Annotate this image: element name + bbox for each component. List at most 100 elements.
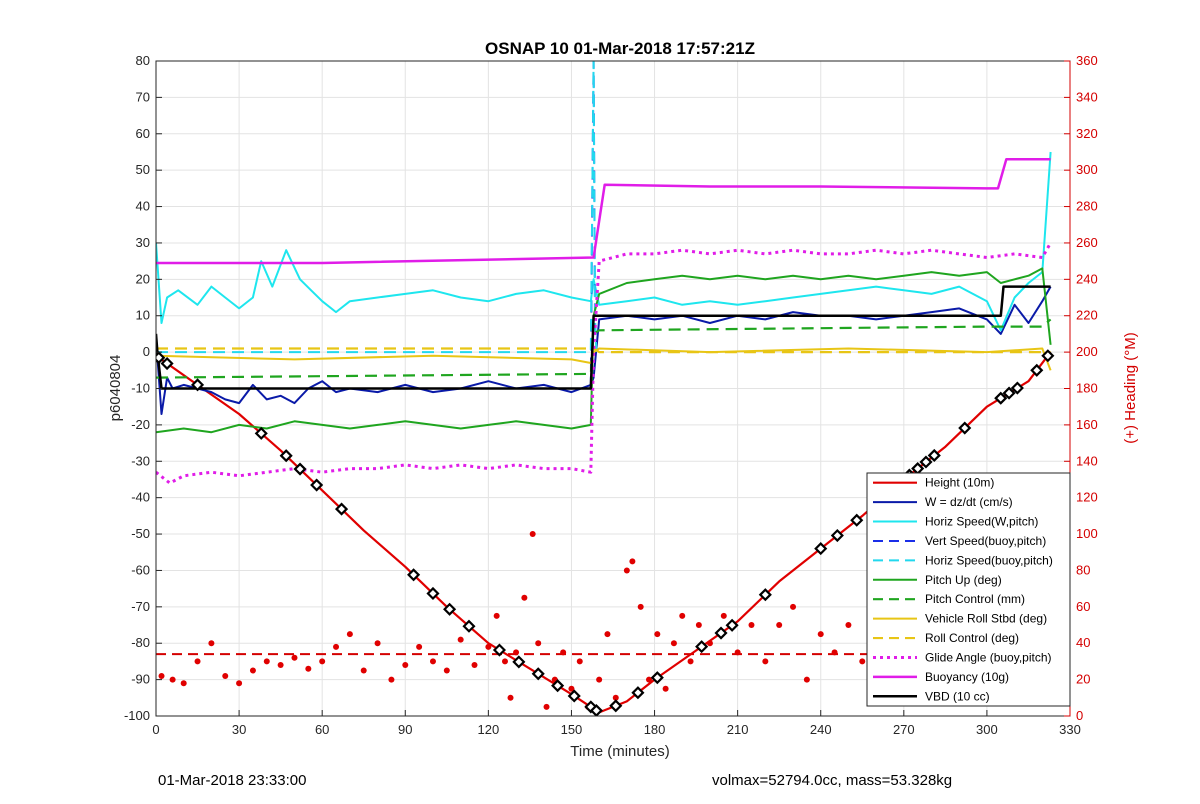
y-tick-label: -20 [131,417,150,432]
y-right-tick-label: 40 [1076,635,1090,650]
legend-label: Roll Control (deg) [925,631,1019,645]
heading-point [762,658,769,665]
heading-point [543,703,550,710]
heading-point [291,654,298,661]
y-right-tick-label: 140 [1076,453,1098,468]
x-tick-label: 210 [727,722,749,737]
y-tick-label: -80 [131,635,150,650]
heading-point [333,643,340,650]
heading-point [507,694,514,701]
y-right-tick-label: 120 [1076,490,1098,505]
heading-point [513,649,520,656]
y-tick-label: 10 [136,308,150,323]
x-tick-label: 180 [644,722,666,737]
y-tick-label: -10 [131,381,150,396]
heading-point [654,631,661,638]
height-marker [492,643,506,657]
legend-label: Vert Speed(buoy,pitch) [925,534,1046,548]
x-tick-label: 90 [398,722,412,737]
y-right-tick-label: 340 [1076,89,1098,104]
legend-label: Horiz Speed(W,pitch) [925,515,1038,529]
heading-point [623,567,630,574]
height-marker [426,586,440,601]
height-marker [156,351,166,365]
heading-point [319,658,326,665]
heading-point [222,672,229,679]
height-marker [512,655,526,669]
height-marker [190,378,205,392]
legend-box [866,472,1071,707]
y-tick-label: 60 [136,126,150,141]
series-line [156,285,1051,390]
y-tick-label: 80 [136,53,150,68]
height-marker [531,667,545,681]
heading-point [859,658,866,665]
heading-point [662,685,669,692]
y-right-tick-label: 260 [1076,235,1098,250]
height-marker [994,391,1008,405]
heading-point [388,676,395,683]
height-marker [407,568,421,582]
height-marker [1010,381,1024,395]
heading-point [637,603,644,610]
y-tick-label: -60 [131,562,150,577]
height-marker [462,619,476,633]
y-right-tick-label: 300 [1076,162,1098,177]
series-line [156,318,1052,379]
heading-point [158,672,165,679]
height-marker [714,626,728,640]
heading-point [249,667,256,674]
heading-point [402,662,409,669]
heading-point [831,649,838,656]
heading-point [236,680,243,687]
heading-point [263,658,270,665]
heading-point [169,676,176,683]
heading-point [521,594,528,601]
x-tick-label: 240 [810,722,832,737]
legend-label: W = dz/dt (cm/s) [925,495,1013,509]
heading-point [346,631,353,638]
legend-label: Height (10m) [925,476,994,490]
heading-point [748,622,755,629]
y-tick-label: -90 [131,672,150,687]
y-right-tick-label: 100 [1076,526,1098,541]
y-tick-label: 20 [136,271,150,286]
heading-point [277,662,284,669]
heading-point [720,612,727,619]
heading-point [535,640,542,647]
height-marker [443,602,457,616]
height-marker [631,686,645,700]
legend-label: Pitch Up (deg) [925,573,1002,587]
x-tick-label: 270 [893,722,915,737]
heading-point [817,631,824,638]
heading-point [845,622,852,629]
y-tick-label: 0 [143,344,150,359]
legend-label: Horiz Speed(buoy,pitch) [925,553,1053,567]
legend-label: VBD (10 cc) [925,689,990,703]
footer-timestamp: 01-Mar-2018 23:33:00 [158,772,307,789]
heading-point [305,665,312,672]
heading-point [374,640,381,647]
height-marker [927,448,941,463]
heading-point [194,658,201,665]
heading-point [803,676,810,683]
x-tick-label: 150 [561,722,583,737]
height-marker [160,356,174,371]
y-tick-label: -30 [131,453,150,468]
height-marker [293,462,307,476]
y-tick-label: -50 [131,526,150,541]
plot-marks [156,61,1070,716]
y-tick-label: 50 [136,162,150,177]
heading-point [568,685,575,692]
y-tick-label: -70 [131,599,150,614]
y-axis-label: p6040804 [107,355,124,422]
y-right-tick-label: 0 [1076,708,1083,723]
x-tick-label: 300 [976,722,998,737]
height-marker [1041,349,1055,363]
height-marker [919,455,933,469]
y-right-tick-label: 180 [1076,381,1098,396]
heading-point [695,622,702,629]
y-right-tick-label: 280 [1076,199,1098,214]
height-marker [725,618,739,632]
